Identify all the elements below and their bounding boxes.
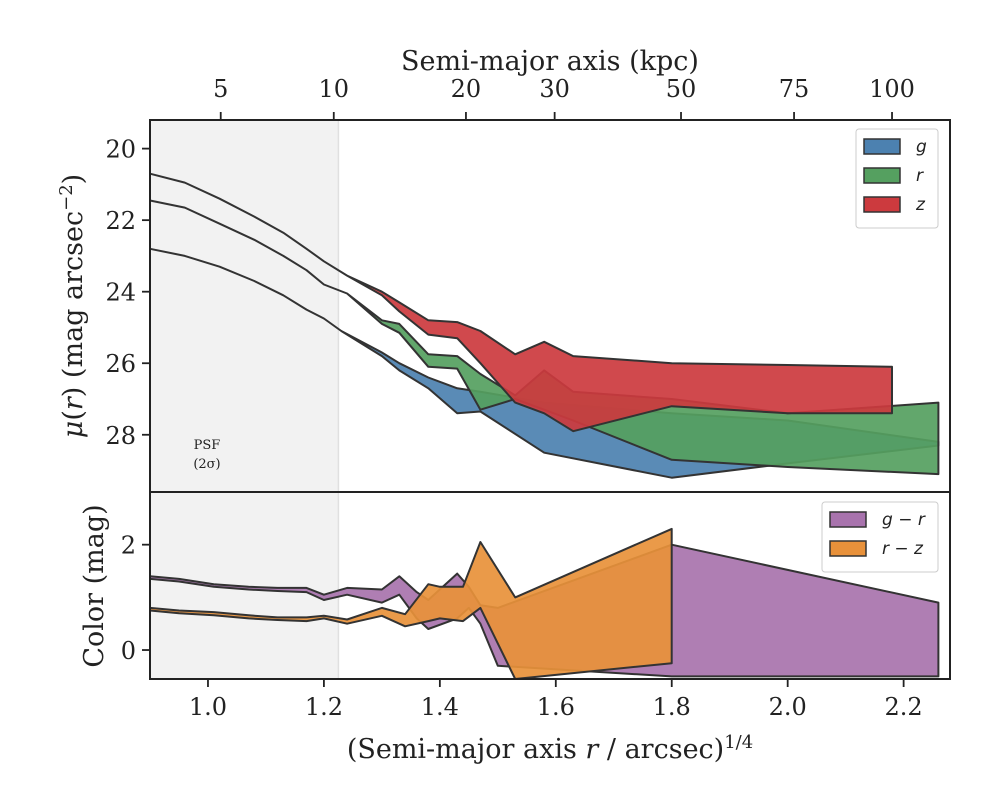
x-tick-label: 2.2 — [885, 693, 923, 721]
x-tick-label: 1.4 — [421, 693, 459, 721]
bottom-y-axis-label: Color (mag) — [79, 504, 110, 667]
x2-tick-label: 10 — [318, 75, 349, 103]
legend-label: g − r — [882, 510, 926, 530]
top-y-axis-label: μ(r) (mag arcsec−2) — [56, 174, 90, 438]
legend-swatch — [863, 138, 901, 155]
x-tick-label: 1.2 — [305, 693, 343, 721]
psf-region-top — [150, 120, 339, 492]
color-bands — [149, 527, 940, 680]
band-rz — [149, 527, 673, 680]
y-tick-label: 24 — [105, 279, 136, 307]
surface-brightness-bands — [149, 172, 940, 479]
x-tick-label: 1.0 — [189, 693, 227, 721]
band-z — [149, 172, 893, 433]
legend-label: r — [916, 166, 924, 186]
x2-tick-label: 75 — [779, 75, 810, 103]
x-tick-label: 1.8 — [653, 693, 691, 721]
y-tick-label: 28 — [105, 422, 136, 450]
y-tick-label: 20 — [105, 136, 136, 164]
psf-label-line2: (2σ) — [193, 457, 220, 472]
y-tick-label: 2 — [121, 532, 136, 560]
bottom-panel-frame — [149, 491, 951, 680]
axis-ticks: 20 22 24 26 28 5 10 20 30 50 75 100 0 2 1.0 1.2 1.4 1.6 1.… — [105, 75, 922, 721]
y-tick-label: 26 — [105, 350, 136, 378]
psf-label-line1: PSF — [194, 438, 221, 453]
x-tick-label: 2.0 — [769, 693, 807, 721]
x2-tick-label: 20 — [451, 75, 482, 103]
legend-bottom: g − r r − z — [821, 501, 939, 573]
legend-swatch — [829, 511, 867, 528]
x2-tick-label: 5 — [213, 75, 228, 103]
top-axis-label: Semi-major axis (kpc) — [401, 46, 699, 77]
legend-top: grz — [855, 128, 939, 229]
legend-swatch — [863, 196, 901, 213]
bottom-axis-label: (Semi-major axis r / arcsec)1/4 — [347, 732, 753, 766]
legend-label: r − z — [882, 539, 924, 559]
legend-swatch — [829, 540, 867, 557]
y-tick-label: 0 — [121, 637, 136, 665]
legend-label: z — [915, 195, 926, 215]
x2-tick-label: 30 — [539, 75, 570, 103]
band-r — [149, 199, 940, 476]
x2-tick-label: 100 — [869, 75, 915, 103]
x2-tick-label: 50 — [666, 75, 697, 103]
y-tick-label: 22 — [105, 207, 136, 235]
legend-swatch — [863, 167, 901, 184]
legend-label: g — [916, 137, 927, 157]
x-tick-label: 1.6 — [537, 693, 575, 721]
